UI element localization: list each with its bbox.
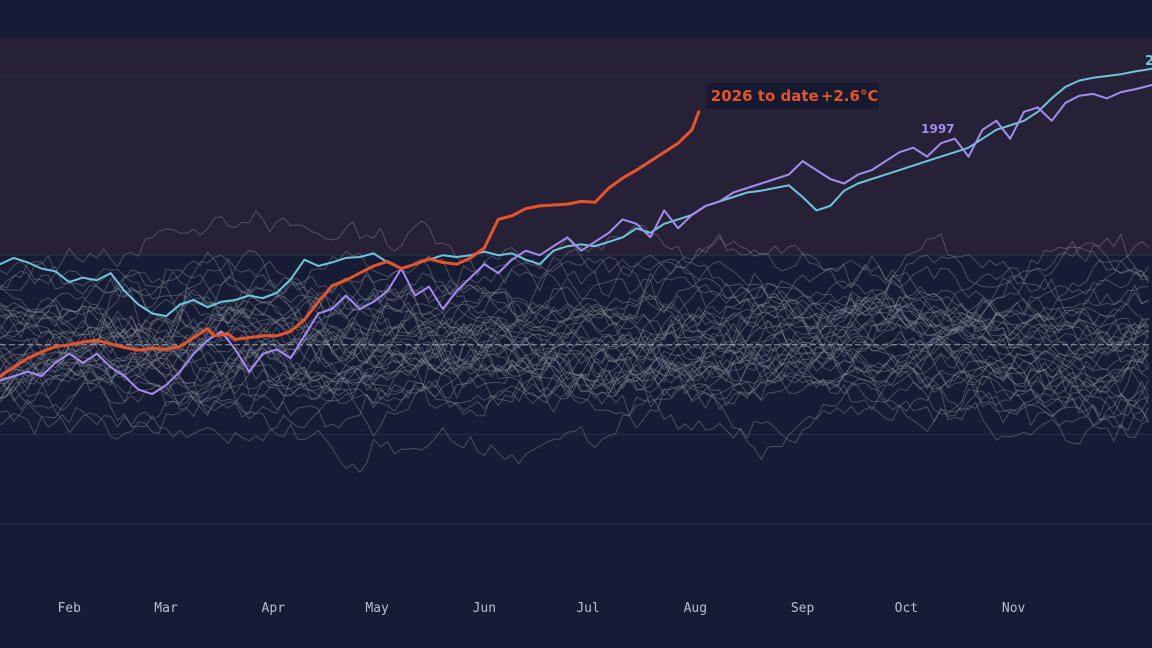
x-tick-label: Jun — [473, 601, 496, 616]
series-line-2026-to-date — [0, 110, 701, 378]
current-value-label: +2.6°C — [821, 87, 879, 105]
history-series-line — [0, 272, 1149, 388]
history-series-line — [0, 277, 1149, 394]
gridlines — [0, 75, 1152, 525]
x-tick-label: Nov — [1002, 601, 1026, 616]
history-series-line — [0, 242, 1149, 418]
history-series-line — [0, 236, 1149, 324]
series-line-1997 — [0, 84, 1152, 396]
history-series-line — [0, 306, 1149, 416]
x-tick-label: Jul — [576, 601, 599, 616]
x-tick-label: Apr — [262, 601, 286, 616]
history-series-line — [0, 303, 1149, 426]
history-series-line — [0, 277, 1149, 372]
series-labels: 2026 to date +2.6°C 1997 2 — [706, 54, 1152, 136]
history-series-line — [0, 292, 1149, 460]
history-series-line — [0, 298, 1149, 437]
history-series-line — [0, 210, 1149, 337]
history-series-line — [0, 249, 1149, 444]
history-series-line — [0, 280, 1149, 404]
history-series-line — [0, 299, 1149, 407]
history-series-line — [0, 254, 1149, 424]
history-series-line — [0, 260, 1149, 445]
history-series-line — [0, 344, 1149, 444]
current-series-label: 2026 to date — [711, 87, 819, 105]
x-tick-label: Oct — [895, 601, 918, 616]
history-series-line — [0, 270, 1149, 417]
history-series-line — [0, 233, 1149, 410]
x-axis-ticks: Feb Mar Apr May Jun Jul Aug Sep Oct Nov — [57, 601, 1025, 616]
history-series-line — [0, 331, 1149, 411]
history-series-line — [0, 322, 1149, 423]
history-series-line — [0, 293, 1149, 399]
history-series-line — [0, 298, 1149, 435]
history-series-line — [0, 331, 1149, 473]
history-series-line — [0, 298, 1149, 400]
history-series-line — [0, 233, 1149, 412]
series-label-cyan: 2 — [1145, 54, 1152, 69]
highlight-series — [0, 67, 1152, 396]
warm-band — [0, 38, 1152, 256]
history-series-line — [0, 284, 1149, 441]
history-series-line — [0, 286, 1149, 413]
series-label-1997: 1997 — [921, 122, 954, 136]
history-series-line — [0, 261, 1149, 405]
history-series-line — [0, 322, 1149, 440]
history-series-line — [0, 266, 1149, 429]
x-tick-label: Feb — [57, 601, 81, 616]
x-tick-label: Sep — [791, 601, 815, 616]
x-tick-label: Aug — [684, 601, 707, 616]
history-series-line — [0, 277, 1149, 426]
x-tick-label: Mar — [154, 601, 178, 616]
current-label-box — [706, 82, 879, 109]
history-series-line — [0, 223, 1149, 353]
history-series-line — [0, 258, 1149, 402]
x-tick-label: May — [365, 601, 389, 616]
